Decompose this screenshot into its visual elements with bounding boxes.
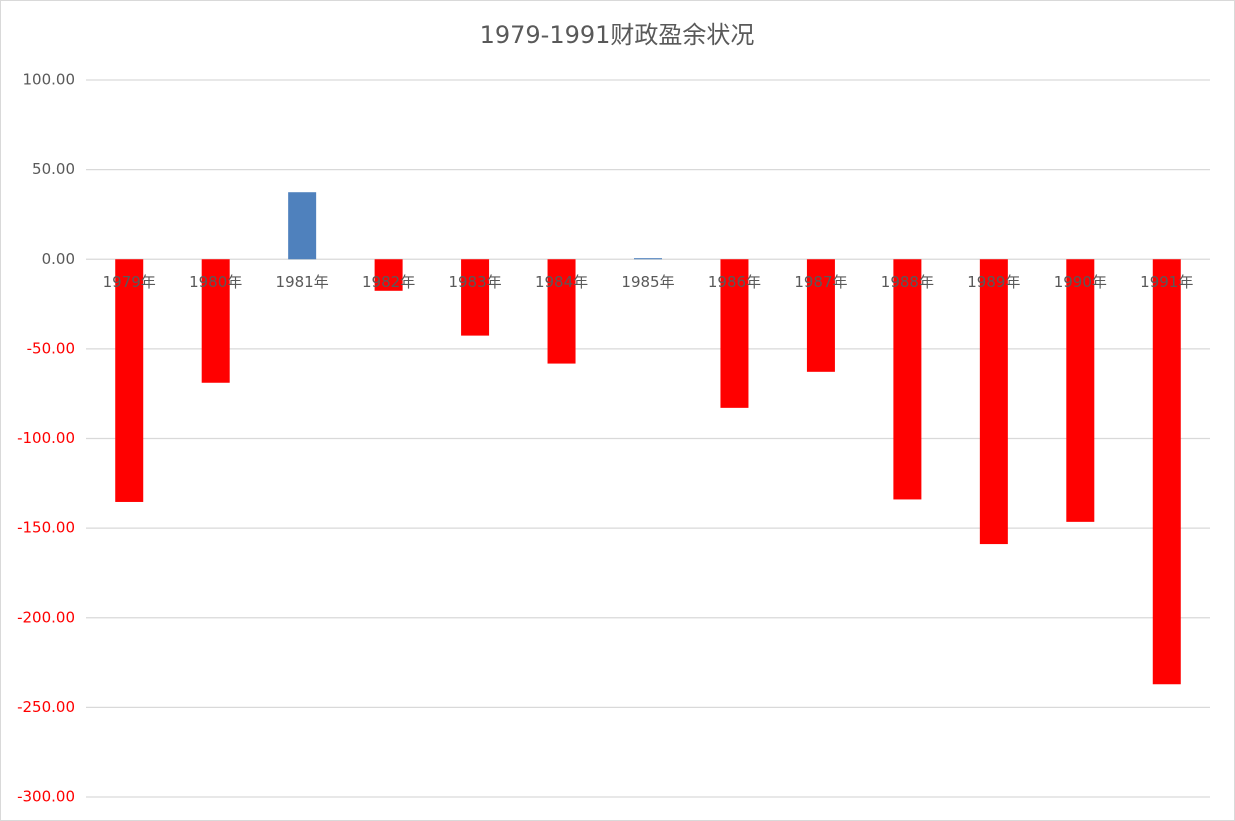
y-tick-label: -50.00 [27, 339, 75, 357]
x-tick-label: 1985年 [621, 273, 674, 291]
x-tick-label: 1982年 [362, 273, 415, 291]
y-tick-label: 0.00 [42, 250, 75, 268]
x-tick-label: 1981年 [276, 273, 329, 291]
bar [288, 192, 317, 260]
bar [893, 259, 922, 500]
bar [979, 259, 1008, 545]
bar [461, 259, 490, 336]
bar [374, 259, 403, 291]
y-tick-label: 50.00 [32, 160, 75, 178]
x-tick-label: 1980年 [189, 273, 242, 291]
bar [547, 259, 576, 364]
x-tick-label: 1991年 [1140, 273, 1193, 291]
x-tick-label: 1979年 [103, 273, 156, 291]
bar [115, 259, 144, 502]
chart-title: 1979-1991财政盈余状况 [480, 21, 755, 49]
bar [720, 259, 749, 408]
y-tick-label: -100.00 [17, 429, 75, 447]
x-tick-label: 1988年 [881, 273, 934, 291]
bar [1152, 259, 1181, 685]
x-tick-label: 1989年 [967, 273, 1020, 291]
y-tick-label: 100.00 [23, 71, 76, 89]
y-tick-label: -250.00 [17, 698, 75, 716]
y-tick-label: -150.00 [17, 519, 75, 537]
y-tick-label: -300.00 [17, 788, 75, 806]
x-tick-label: 1990年 [1054, 273, 1107, 291]
bar [201, 259, 230, 383]
x-tick-label: 1987年 [794, 273, 847, 291]
bar [806, 259, 835, 372]
x-tick-label: 1984年 [535, 273, 588, 291]
x-tick-label: 1983年 [448, 273, 501, 291]
bar [634, 258, 662, 260]
y-tick-label: -200.00 [17, 608, 75, 626]
x-tick-label: 1986年 [708, 273, 761, 291]
bar [1066, 259, 1095, 522]
